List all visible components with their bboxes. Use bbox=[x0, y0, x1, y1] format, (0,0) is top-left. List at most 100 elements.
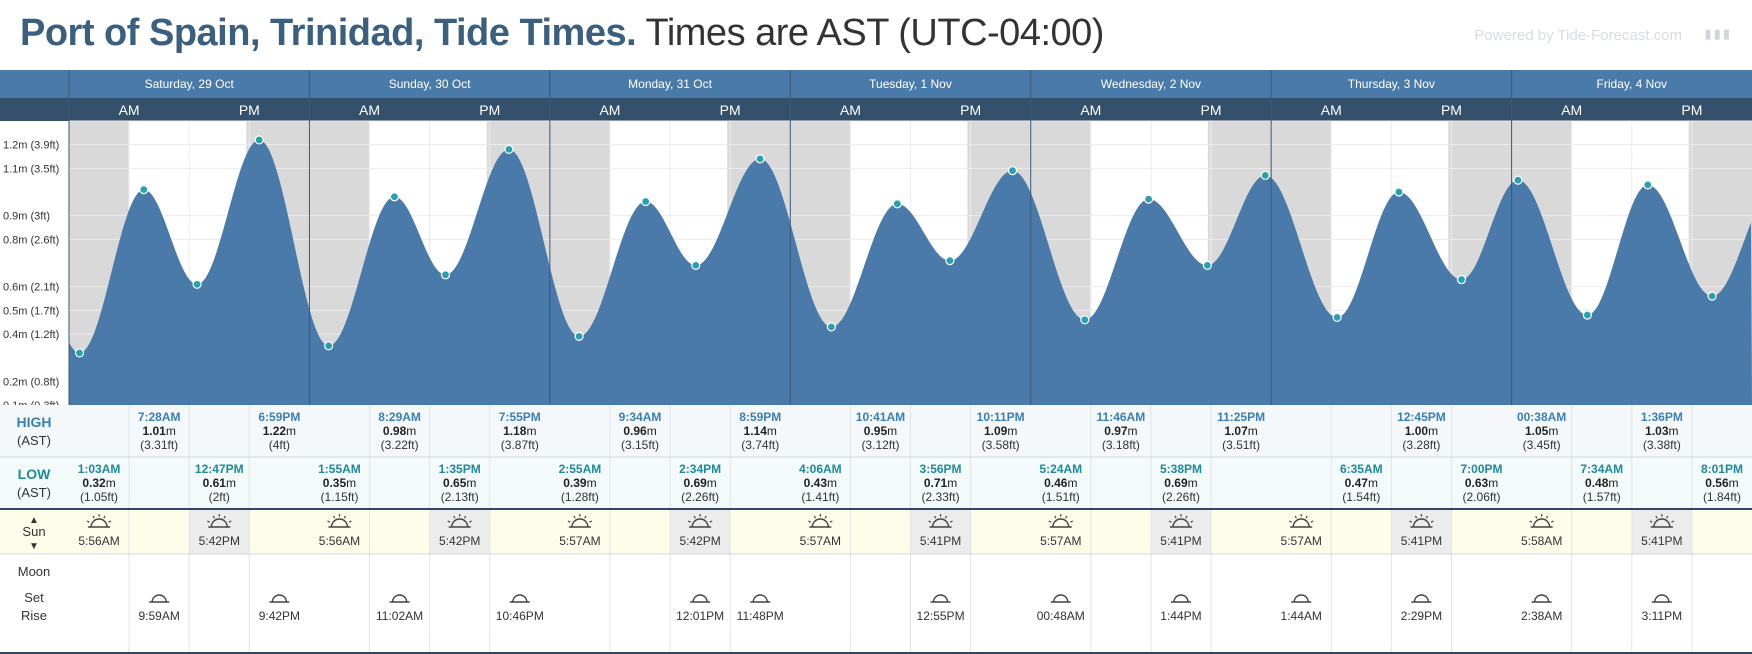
tide-point bbox=[389, 192, 400, 202]
tide-time: 4:06AM bbox=[799, 462, 842, 476]
sunset-icon-ray bbox=[1666, 515, 1669, 519]
tide-height-ft: (1.57ft) bbox=[1583, 490, 1621, 504]
tide-point bbox=[691, 260, 701, 270]
day-header-bar bbox=[0, 70, 1752, 98]
sunrise-icon-ray bbox=[808, 520, 812, 523]
sunrise-icon bbox=[1052, 518, 1070, 528]
tide-height-ft: (3.51ft) bbox=[1222, 438, 1260, 452]
am-label: AM bbox=[119, 102, 140, 118]
am-label: AM bbox=[840, 102, 861, 118]
tide-height-ft: (1.41ft) bbox=[801, 490, 839, 504]
tide-height-m: 0.69m bbox=[683, 476, 716, 490]
tide-point bbox=[1582, 310, 1592, 320]
powered-by-link[interactable]: Powered by Tide-Forecast.com bbox=[1474, 27, 1682, 44]
sunset-icon bbox=[450, 518, 469, 528]
tide-height-m: 1.09m bbox=[984, 424, 1017, 438]
sunset-icon-ray bbox=[1168, 520, 1172, 523]
sunset-icon-ray bbox=[1185, 515, 1188, 519]
tide-point bbox=[1260, 170, 1270, 181]
day-label: Sunday, 30 Oct bbox=[389, 77, 471, 91]
location-title: Port of Spain, Trinidad, Tide Times. bbox=[20, 12, 637, 54]
tide-time: 7:00PM bbox=[1461, 462, 1503, 476]
sunrise-time: 5:57AM bbox=[1281, 534, 1322, 548]
y-tick-label: 0.5m (1.7ft) bbox=[3, 305, 59, 317]
tide-height-m-value: 1.03 bbox=[1645, 424, 1669, 438]
moon-set-icon bbox=[1293, 594, 1309, 603]
sunrise-icon-ray bbox=[103, 515, 106, 519]
high-label: HIGH bbox=[17, 414, 52, 430]
sunset-icon-ray bbox=[1655, 515, 1658, 519]
tide-point bbox=[1202, 260, 1212, 270]
tide-time: 12:47PM bbox=[195, 462, 244, 476]
moon-rise-time: 1:44PM bbox=[1160, 609, 1201, 623]
tide-time: 3:56PM bbox=[920, 462, 962, 476]
sunrise-time: 5:57AM bbox=[1040, 534, 1081, 548]
tide-time: 9:34AM bbox=[619, 410, 662, 424]
tide-height-m: 1.05m bbox=[1525, 424, 1558, 438]
sunrise-icon-ray bbox=[573, 515, 576, 519]
y-tick-label: 1.2m (3.9ft) bbox=[3, 140, 59, 152]
tide-height-ft: (2.06ft) bbox=[1463, 490, 1501, 504]
tide-time: 1:03AM bbox=[78, 462, 121, 476]
tide-height-ft: (2.26ft) bbox=[1162, 490, 1200, 504]
moon-rise-icon bbox=[1654, 594, 1670, 603]
tide-height-m: 0.32m bbox=[82, 476, 115, 490]
moon-rise-time: 2:29PM bbox=[1401, 609, 1442, 623]
y-tick-label: 0.9m (3ft) bbox=[3, 211, 50, 223]
tide-height-ft: (3.31ft) bbox=[140, 438, 178, 452]
sunset-time: 5:42PM bbox=[439, 534, 480, 548]
tide-height-m: 0.71m bbox=[924, 476, 957, 490]
tide-height-ft: (3.58ft) bbox=[982, 438, 1020, 452]
tide-height-m: 0.63m bbox=[1465, 476, 1498, 490]
sunset-icon-ray bbox=[934, 515, 937, 519]
sunrise-icon-ray bbox=[1535, 515, 1538, 519]
pm-label: PM bbox=[1201, 102, 1222, 118]
tide-height-m-value: 0.97 bbox=[1104, 424, 1128, 438]
tide-time: 6:35AM bbox=[1340, 462, 1383, 476]
sunset-icon-ray bbox=[447, 520, 451, 523]
tide-time: 5:24AM bbox=[1039, 462, 1082, 476]
day-label: Thursday, 3 Nov bbox=[1348, 77, 1435, 91]
sunrise-icon-ray bbox=[1294, 515, 1297, 519]
sunrise-icon bbox=[330, 518, 349, 528]
tide-height-m-value: 1.22 bbox=[263, 424, 287, 438]
sunrise-time: 5:58AM bbox=[1521, 534, 1562, 548]
tide-height-m-value: 0.35 bbox=[323, 476, 347, 490]
tide-height-m: 1.22m bbox=[263, 424, 296, 438]
day-label: Wednesday, 2 Nov bbox=[1101, 77, 1201, 91]
tide-height-m: 0.95m bbox=[864, 424, 897, 438]
tide-point bbox=[254, 135, 264, 145]
social-icons[interactable]: ▮▮▮ bbox=[1704, 26, 1732, 41]
moon-rise-time: 12:55PM bbox=[917, 609, 965, 623]
tide-height-m: 0.96m bbox=[623, 424, 656, 438]
moon-set-time: 1:44AM bbox=[1281, 609, 1322, 623]
y-tick-label: 0.2m (0.8ft) bbox=[3, 376, 59, 388]
tide-height-m: 1.07m bbox=[1224, 424, 1257, 438]
moon-set-time: 11:48PM bbox=[737, 609, 784, 623]
sunrise-time: 5:56AM bbox=[78, 534, 119, 548]
sunset-icon-ray bbox=[704, 515, 707, 519]
sunrise-icon bbox=[1532, 518, 1551, 528]
tide-time: 8:59PM bbox=[739, 410, 781, 424]
tide-point bbox=[139, 185, 149, 195]
tide-height-m-value: 1.07 bbox=[1224, 424, 1248, 438]
sunrise-icon-ray bbox=[327, 520, 331, 523]
sun-up-arrow-icon: ▲ bbox=[29, 515, 39, 526]
moon-set-icon bbox=[1533, 594, 1550, 603]
tide-height-ft: (3.45ft) bbox=[1523, 438, 1561, 452]
tide-point bbox=[1513, 175, 1523, 185]
tide-height-m: 0.97m bbox=[1104, 424, 1137, 438]
sun-down-arrow-icon: ▼ bbox=[29, 541, 39, 552]
sunset-icon bbox=[1653, 518, 1671, 528]
moon-rise-icon bbox=[1413, 594, 1430, 603]
tide-height-m-value: 0.69 bbox=[683, 476, 707, 490]
tide-time: 7:28AM bbox=[138, 410, 181, 424]
sunset-icon-ray bbox=[1190, 520, 1194, 523]
moon-rise-icon bbox=[692, 594, 708, 603]
sunrise-icon-ray bbox=[829, 520, 833, 523]
sunrise-time: 5:57AM bbox=[800, 534, 841, 548]
sunrise-icon-ray bbox=[589, 520, 593, 523]
sunset-time: 5:42PM bbox=[679, 534, 720, 548]
y-tick-label: 0.8m (2.6ft) bbox=[3, 234, 59, 246]
tide-height-m-value: 1.05 bbox=[1525, 424, 1549, 438]
